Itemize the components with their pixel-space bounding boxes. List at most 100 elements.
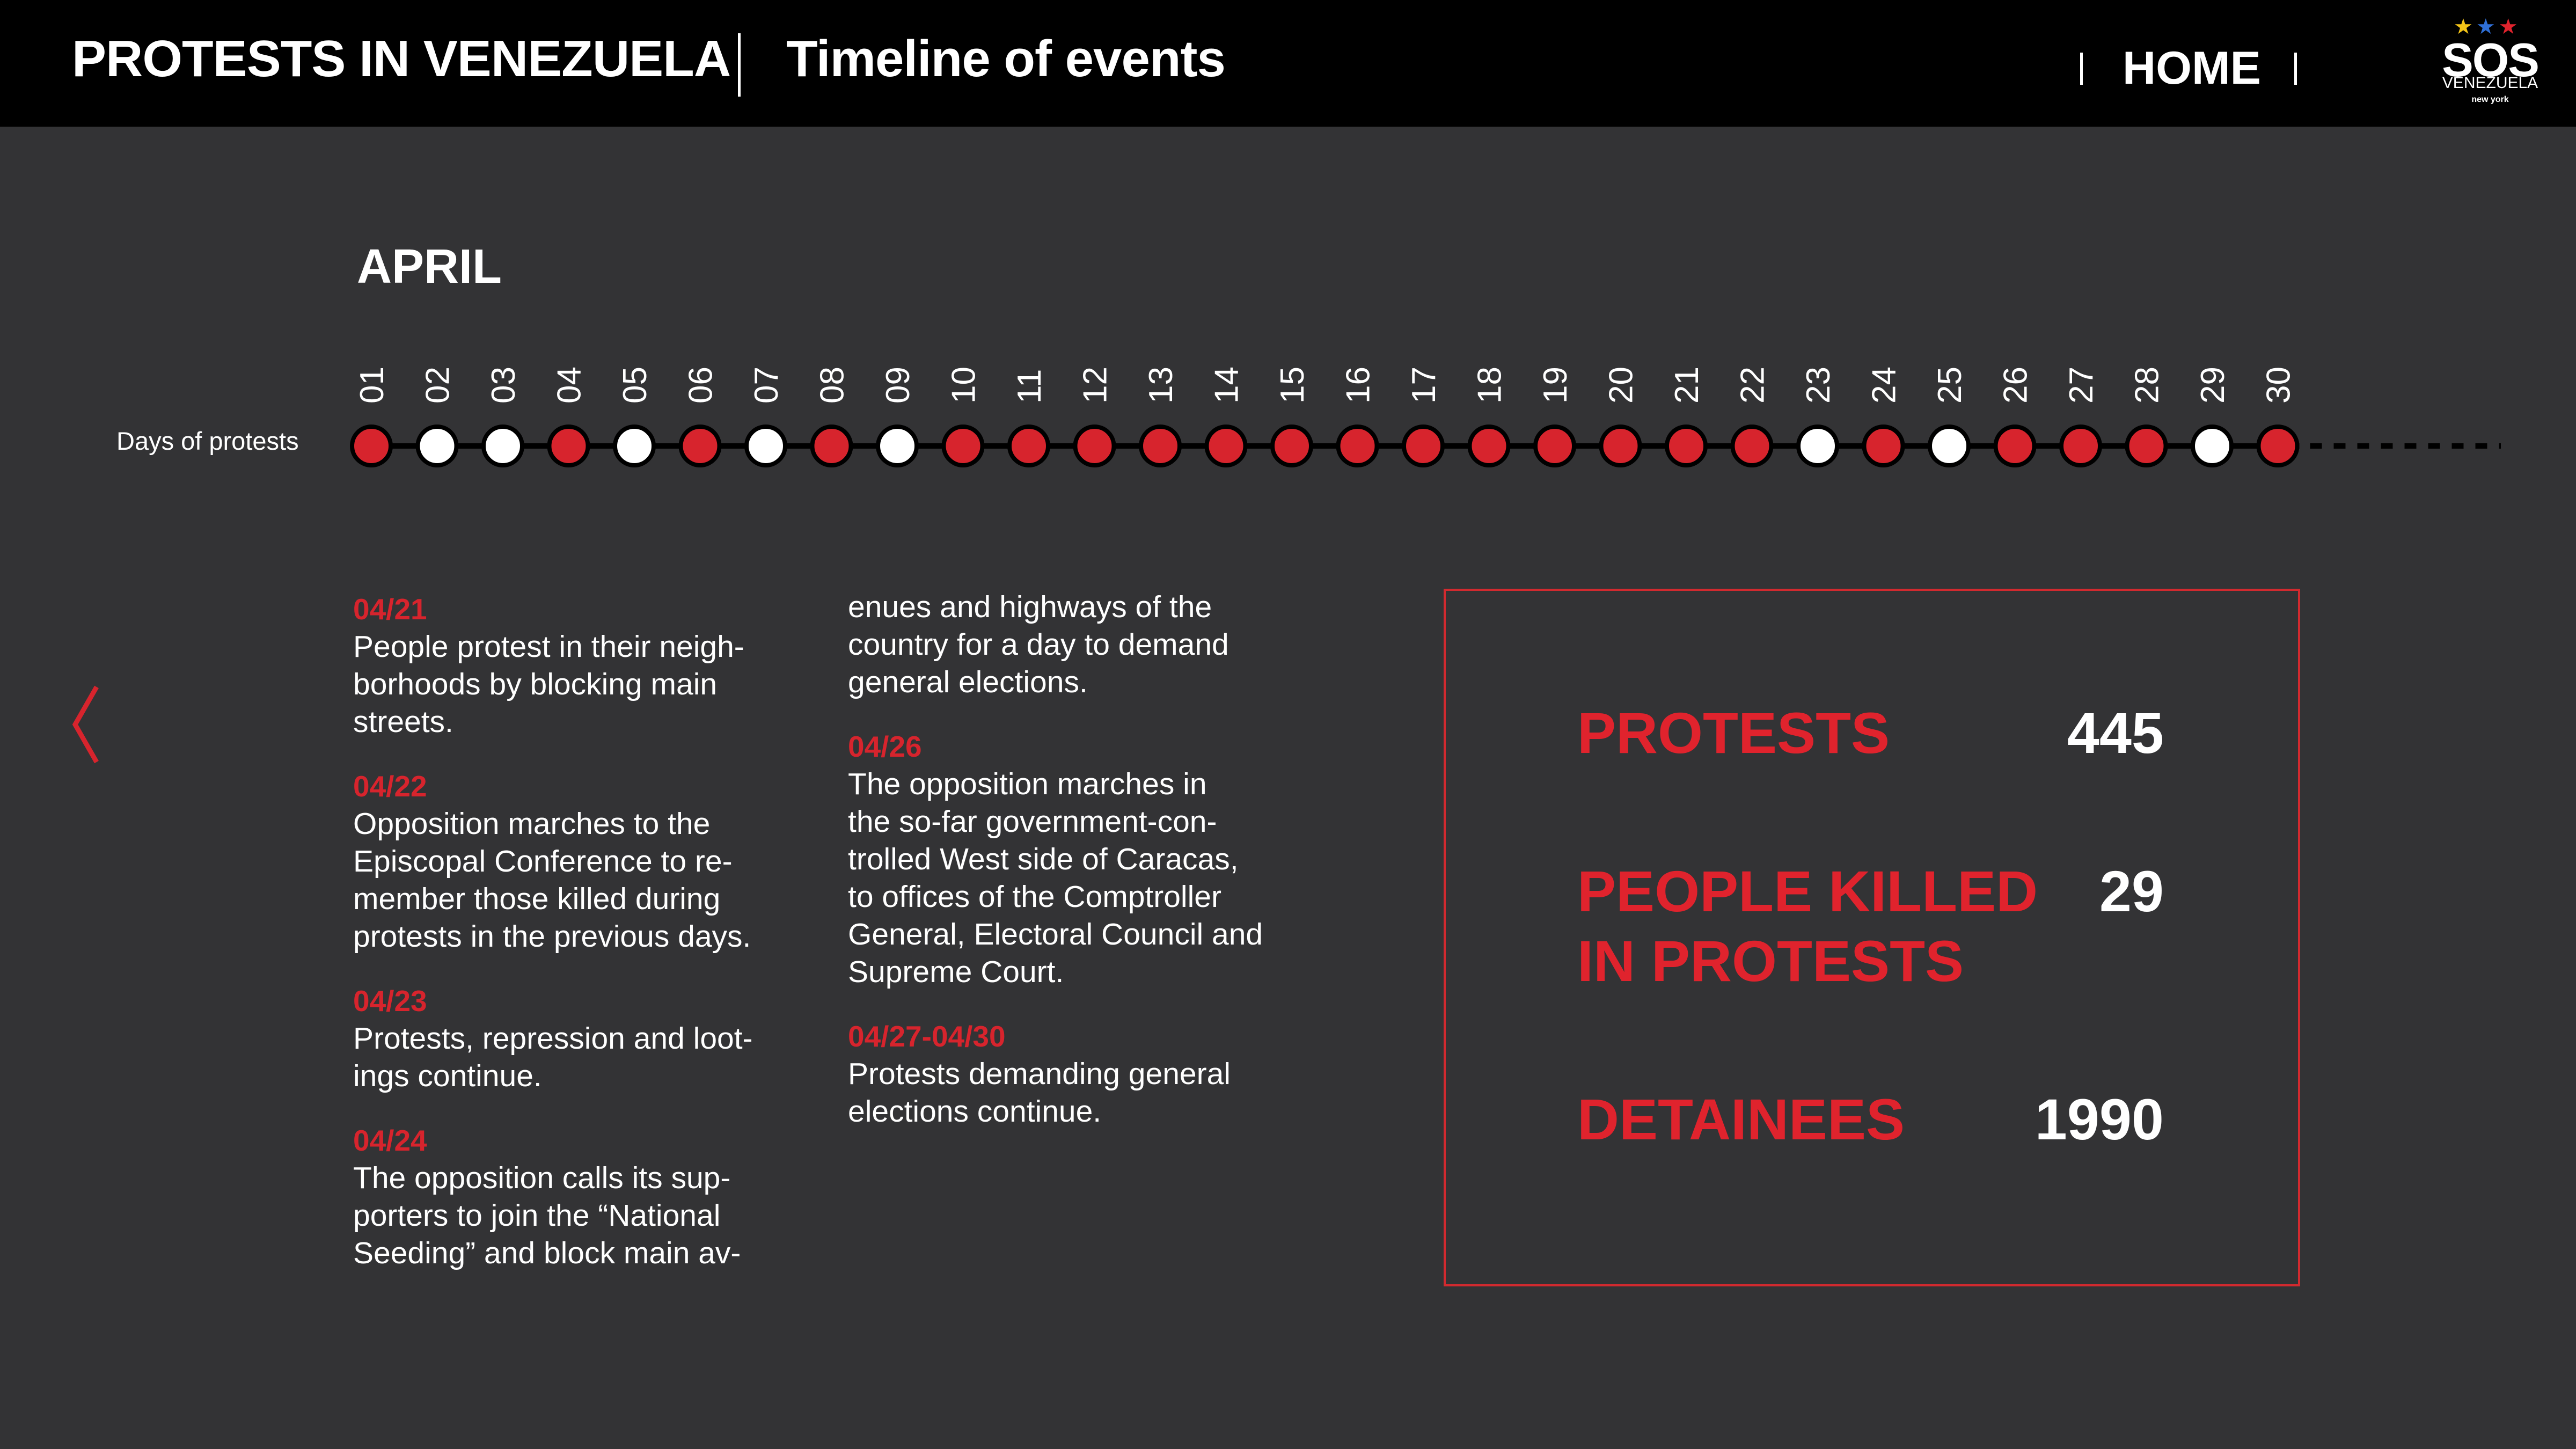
day-label: 04 [551,367,588,404]
event-text: Protests demanding general elections cont… [848,1057,1231,1129]
protest-day-dot[interactable] [1862,425,1905,467]
event-entry: 04/23 Protests, repression and loot-ings … [353,982,799,1095]
no-protest-day-dot[interactable] [481,425,524,467]
protest-day-dot[interactable] [1007,425,1050,467]
protest-day-dot[interactable] [547,425,590,467]
day-label: 18 [1472,367,1509,404]
day-label: 13 [1143,367,1180,404]
protest-day-dot[interactable] [1204,425,1248,467]
logo-text: SOS [2442,33,2540,86]
event-date: 04/23 [353,984,427,1018]
event-date: 04/27-04/30 [848,1020,1006,1053]
no-protest-day-dot[interactable] [613,425,656,467]
protest-day-dot[interactable] [810,425,853,467]
event-date: 04/21 [353,592,427,626]
day-label: 28 [2129,367,2166,404]
protest-day-dot[interactable] [2125,425,2168,467]
event-text: The opposition marches in the so-far gove… [848,767,1263,989]
no-protest-day-dot[interactable] [1796,425,1839,467]
protest-day-dot[interactable] [1073,425,1116,467]
day-label: 19 [1537,367,1574,404]
no-protest-day-dot[interactable] [876,425,919,467]
protest-day-dot[interactable] [1993,425,2037,467]
event-entry: 04/22 Opposition marches to the Episcopal … [353,767,799,955]
day-label: 24 [1866,367,1903,404]
event-entry: enues and highways of the country for a d… [848,588,1293,701]
protest-day-dot[interactable] [1730,425,1774,467]
top-bar: PROTESTS IN VENEZUELA Timeline of events… [0,0,2576,127]
logo-subtext: VENEZUELA [2442,74,2538,92]
home-divider-left [2080,53,2083,85]
stat-value-detainees: 1990 [2035,1087,2164,1152]
no-protest-day-dot[interactable] [2191,425,2234,467]
no-protest-day-dot[interactable] [1928,425,1971,467]
event-entry: 04/24 The opposition calls its sup-porter… [353,1122,799,1272]
no-protest-day-dot[interactable] [744,425,787,467]
protest-day-dot[interactable] [1139,425,1182,467]
page-title: PROTESTS IN VENEZUELA [72,30,731,87]
day-label: 20 [1603,367,1640,404]
stat-value-people-killed: 29 [2099,859,2164,924]
day-label: 12 [1077,367,1114,404]
day-label: 14 [1209,367,1246,404]
day-label: 29 [2194,367,2231,404]
day-label: 30 [2260,367,2297,404]
home-link[interactable]: HOME [2123,42,2261,94]
protest-day-dot[interactable] [2059,425,2102,467]
protest-day-dot[interactable] [941,425,985,467]
events-column-1: 04/21 People protest in their neigh-borho… [353,590,799,1299]
protest-days-timeline: 01 02 03 04 05 06 07 08 09 10 11 12 13 14 15 16 17 18 19 20… [350,367,2501,467]
protest-day-dot[interactable] [350,425,393,467]
no-protest-day-dot[interactable] [415,425,459,467]
day-label: 01 [354,367,391,404]
events-column-2: enues and highways of the country for a d… [848,588,1293,1157]
event-text: Protests, repression and loot-ings conti… [353,1021,753,1093]
day-label: 21 [1668,367,1706,404]
protest-day-dot[interactable] [1665,425,1708,467]
month-heading: APRIL [357,240,502,294]
protest-day-dot[interactable] [1533,425,1576,467]
day-label: 11 [1011,369,1048,404]
logo-stars-icon: ★★★ [2454,15,2521,39]
stat-label-protests: PROTESTS [1577,700,1890,765]
protest-day-dot[interactable] [1270,425,1313,467]
day-label: 26 [1997,367,2035,404]
protest-day-dot[interactable] [2256,425,2300,467]
day-label: 22 [1735,367,1772,404]
day-label: 10 [946,367,983,404]
event-entry: 04/21 People protest in their neigh-borho… [353,590,799,741]
event-text: People protest in their neigh-borhoods b… [353,630,744,739]
protest-day-dot[interactable] [1402,425,1445,467]
day-label: 07 [748,367,785,404]
stats-panel: PROTESTS 445 PEOPLE KILLED IN PROTESTS 29 DE… [1444,589,2300,1286]
protest-day-dot[interactable] [678,425,722,467]
day-label: 23 [1800,367,1837,404]
day-label: 08 [814,367,851,404]
day-label: 05 [617,367,654,404]
protest-day-dot[interactable] [1467,425,1511,467]
day-label: 02 [420,367,457,404]
event-text: Opposition marches to the Episcopal Confe… [353,807,751,954]
day-label: 15 [1274,367,1311,404]
protest-day-dot[interactable] [1336,425,1379,467]
day-label: 17 [1406,367,1443,404]
sos-venezuela-logo[interactable]: ★★★ SOS VENEZUELA new york [2436,16,2544,110]
event-text: enues and highways of the country for a d… [848,590,1229,699]
event-date: 04/22 [353,770,427,803]
page-subtitle: Timeline of events [786,30,1226,87]
event-entry: 04/26 The opposition marches in the so-far… [848,728,1293,991]
stat-label-people-killed: PEOPLE KILLED IN PROTESTS [1577,859,2038,993]
day-label: 27 [2063,367,2100,404]
day-label: 06 [683,367,720,404]
stat-label-detainees: DETAINEES [1577,1087,1905,1152]
day-label: 09 [880,367,917,404]
day-label: 25 [1931,367,1968,404]
days-of-protests-label: Days of protests [116,427,299,455]
logo-tagline: new york [2471,95,2509,104]
event-date: 04/24 [353,1124,427,1157]
protest-day-dot[interactable] [1599,425,1642,467]
previous-arrow-icon[interactable] [64,682,107,767]
day-label: 16 [1340,367,1377,404]
home-divider-right [2294,53,2297,85]
event-entry: 04/27-04/30 Protests demanding general ele… [848,1018,1293,1130]
